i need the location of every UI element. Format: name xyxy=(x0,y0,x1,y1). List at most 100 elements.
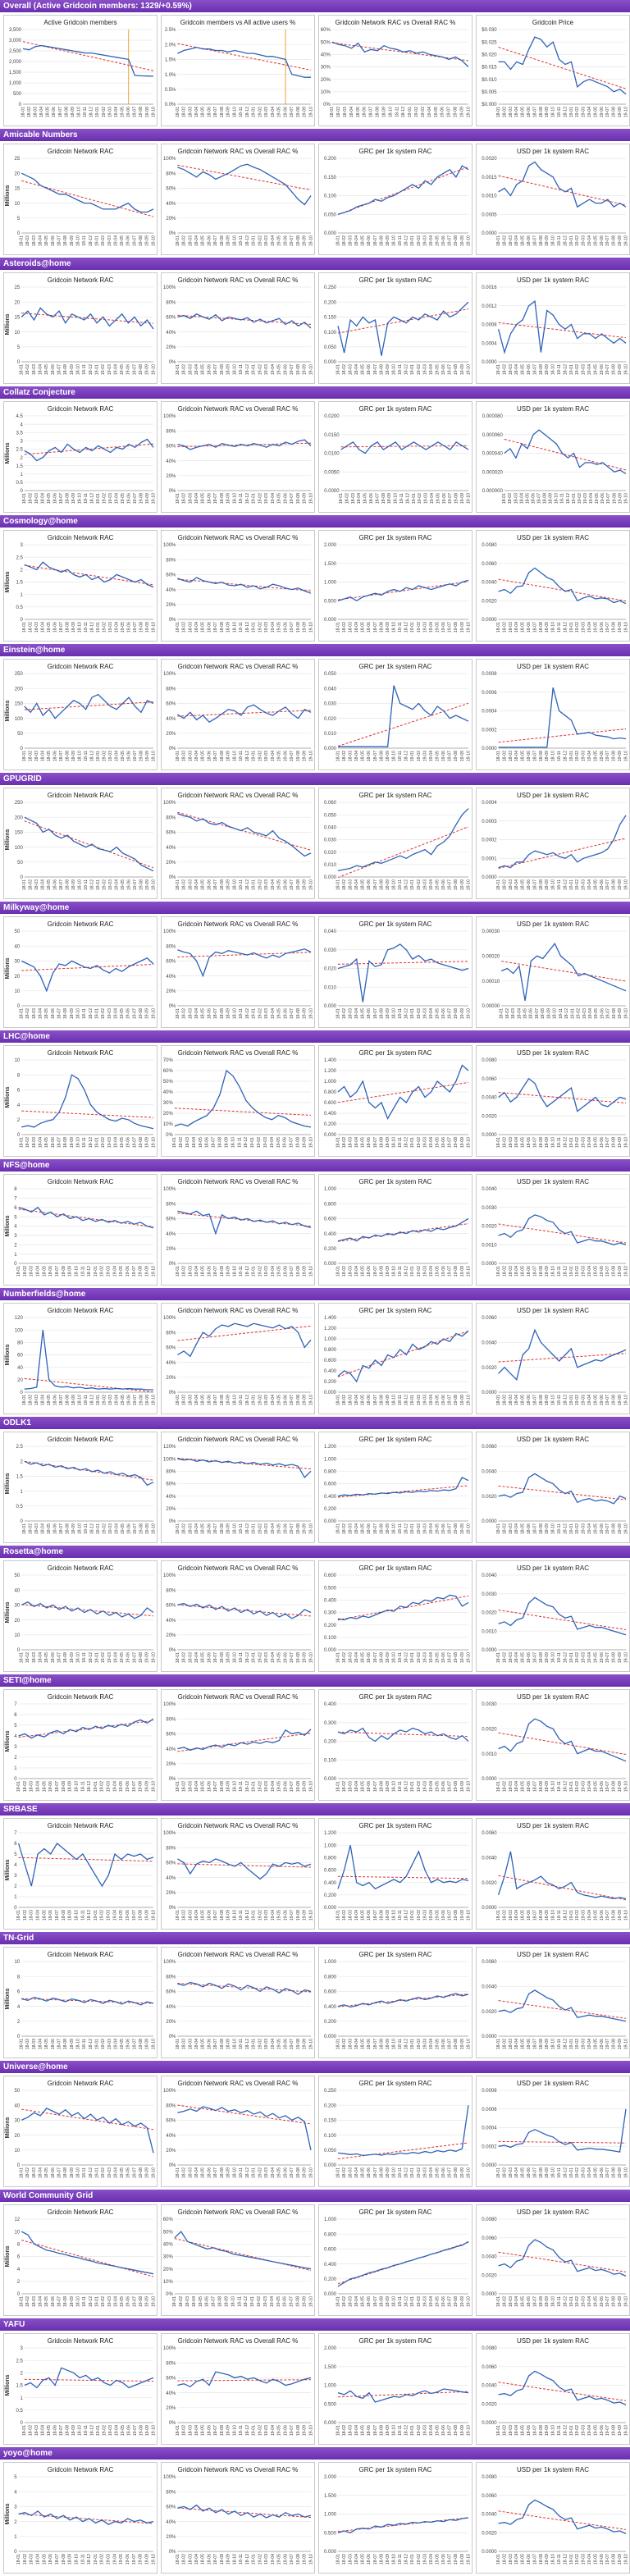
s1c1-xtick: 19-08 xyxy=(296,235,301,246)
s3c0-ytick: 0 xyxy=(20,489,23,494)
s16c1-xtick: 19-05 xyxy=(277,2167,282,2178)
s4c0-xtick: 19-09 xyxy=(145,622,150,633)
s17c2-ytick: 0.200 xyxy=(324,2277,337,2282)
s15c3-xtick: 18-12 xyxy=(563,2039,568,2049)
s17c2-ytick: 1.000 xyxy=(324,2217,337,2222)
s17c3-xtick: 19-09 xyxy=(618,2296,623,2307)
s3c3-xtick: 18-02 xyxy=(508,493,513,504)
s3c0-xtick: 19-08 xyxy=(139,493,144,504)
s16c2-xtick: 18-08 xyxy=(379,2167,384,2178)
s10c2-xtick: 19-07 xyxy=(448,1395,453,1405)
chart-panel: Gridcoin Network RAC Millions 0 1 2 3 4 5 6 7 18-0… xyxy=(3,1818,158,1930)
s8c2-xtick: 19-03 xyxy=(422,1137,427,1148)
s1c2-xtick: 19-01 xyxy=(410,235,415,246)
s14c1-xtick: 18-06 xyxy=(207,1910,212,1921)
s11c1-xtick: 18-09 xyxy=(226,1523,231,1534)
s16c3-xtick: 19-10 xyxy=(623,2167,628,2178)
s8c0-ytick: 6 xyxy=(17,1089,21,1094)
s16c1-ytick: 100% xyxy=(163,2089,176,2094)
s1c2-xtick: 18-07 xyxy=(373,235,378,246)
s17c0-xtick: 19-06 xyxy=(126,2296,131,2307)
s12c3-svg: USD per 1k system RAC0.00000.00100.00200… xyxy=(482,1564,628,1663)
s1c3-xtick: 18-06 xyxy=(527,235,532,246)
s16c1-xtick: 18-05 xyxy=(201,2167,206,2178)
s14c1-xtick: 18-11 xyxy=(239,1910,244,1921)
s14c0-xtick: 19-05 xyxy=(119,1910,124,1921)
s5c3-xtick: 18-12 xyxy=(563,751,568,761)
s18c3-xtick: 18-05 xyxy=(521,2425,526,2436)
s7c2-xtick: 18-01 xyxy=(336,1008,340,1019)
s5c2-trendline xyxy=(337,702,469,747)
s13c0-xtick: 19-08 xyxy=(139,1781,144,1792)
chart-panel: USD per 1k system RAC 0.0000 0.0020 0.0040 0… xyxy=(476,2462,630,2574)
s8c1-xtick: 19-04 xyxy=(270,1137,275,1148)
s13c1-xtick: 18-11 xyxy=(239,1781,244,1792)
s14c2-xtick: 18-03 xyxy=(349,1910,354,1921)
s10c0-ytick: 100 xyxy=(15,1328,24,1333)
s14c3-xtick: 19-04 xyxy=(587,1910,592,1921)
s19c1-ytick: 80% xyxy=(166,2490,176,2495)
s4c0-xtick: 18-04 xyxy=(41,622,46,633)
s10c3-xtick: 19-05 xyxy=(593,1395,598,1405)
section-header: Collatz Conjecture xyxy=(0,386,630,399)
s1c2-ytick: 0.150 xyxy=(324,176,337,180)
s17c0-ytick: 4 xyxy=(17,2268,21,2272)
s18c2-xtick: 19-07 xyxy=(448,2425,453,2436)
s9c1-xtick: 19-04 xyxy=(271,1266,276,1277)
s2c1-xtick: 18-08 xyxy=(220,364,225,375)
s2c1-xtick: 18-05 xyxy=(201,364,206,375)
s10c3-xtick: 18-01 xyxy=(496,1395,501,1405)
s3c1-xtick: 18-02 xyxy=(182,493,187,504)
s13c1-title: Gridcoin Network RAC vs Overall RAC % xyxy=(178,1693,299,1701)
s18c0-xtick: 18-10 xyxy=(78,2425,83,2436)
s9c1-xtick: 19-07 xyxy=(290,1266,294,1277)
s3c2-xtick: 18-10 xyxy=(394,493,399,504)
s7c2-xtick: 19-04 xyxy=(429,1008,434,1019)
s14c1-xtick: 18-12 xyxy=(245,1910,250,1921)
chart-panel: GRC per 1k system RAC 0.000 0.200 0.400 0.60… xyxy=(318,1818,472,1930)
s9c1-xtick: 18-07 xyxy=(213,1266,218,1277)
section-13: SETI@home Gridcoin Network RAC Millions 0 1 2… xyxy=(0,1674,630,1803)
s10c0-xtick: 18-11 xyxy=(84,1395,89,1405)
s9c3-xtick: 18-09 xyxy=(545,1266,550,1277)
s11c3-xtick: 18-08 xyxy=(539,1523,544,1534)
s13c2-series-line xyxy=(337,1727,469,1742)
s19c2-xtick: 19-01 xyxy=(410,2554,415,2565)
s5c3-svg: USD per 1k system RAC0.00000.00020.00040… xyxy=(482,663,628,761)
s1c3-xtick: 19-07 xyxy=(605,235,610,246)
s0c2-ytick: 40% xyxy=(321,53,331,58)
s6c0-xtick: 19-10 xyxy=(151,879,156,890)
s11c3-xtick: 18-03 xyxy=(509,1523,514,1534)
s2c3-ytick: 0.0004 xyxy=(482,341,497,346)
section-header: Cosmology@home xyxy=(0,515,630,528)
s18c0-ytick: 2.5 xyxy=(16,2359,23,2364)
s0c2-series-line xyxy=(331,41,469,67)
s8c0-xtick: 19-04 xyxy=(113,1137,118,1148)
s11c1-xtick: 19-10 xyxy=(308,1523,313,1534)
s14c1-xtick: 19-02 xyxy=(258,1910,262,1921)
s11c1-ytick: 60% xyxy=(166,1482,176,1487)
s5c2-xtick: 18-05 xyxy=(361,751,366,761)
s4c0-xtick: 19-04 xyxy=(114,622,119,633)
s7c2-xtick: 19-10 xyxy=(466,1008,471,1019)
s4c1-xtick: 19-01 xyxy=(252,622,257,633)
s4c3-xtick: 19-04 xyxy=(587,622,592,633)
s4c1-ytick: 60% xyxy=(166,573,176,578)
s18c1-xtick: 19-07 xyxy=(290,2425,294,2436)
s16c0-xtick: 19-05 xyxy=(120,2167,125,2178)
s2c3-xtick: 18-09 xyxy=(545,364,550,375)
s14c0-ytick: 0 xyxy=(14,1906,17,1911)
s9c1-ytick: 80% xyxy=(166,1202,176,1207)
s11c1-series-line xyxy=(177,1458,312,1478)
s15c3-xtick: 19-09 xyxy=(618,2039,623,2049)
s0c0-xtick: 19-10 xyxy=(151,107,156,117)
s4c3-xtick: 19-07 xyxy=(605,622,610,633)
s1c1-xtick: 19-05 xyxy=(277,235,282,246)
section-1: Amicable Numbers Gridcoin Network RAC Mill… xyxy=(0,129,630,258)
s19c2-xtick: 19-02 xyxy=(417,2554,422,2565)
s9c1-xtick: 19-05 xyxy=(277,1266,282,1277)
s10c3-series-line xyxy=(498,1328,627,1382)
s7c1-xtick: 19-02 xyxy=(258,1008,262,1019)
s7c0-xtick: 18-05 xyxy=(44,1008,49,1019)
s8c0-xtick: 19-07 xyxy=(132,1137,137,1148)
